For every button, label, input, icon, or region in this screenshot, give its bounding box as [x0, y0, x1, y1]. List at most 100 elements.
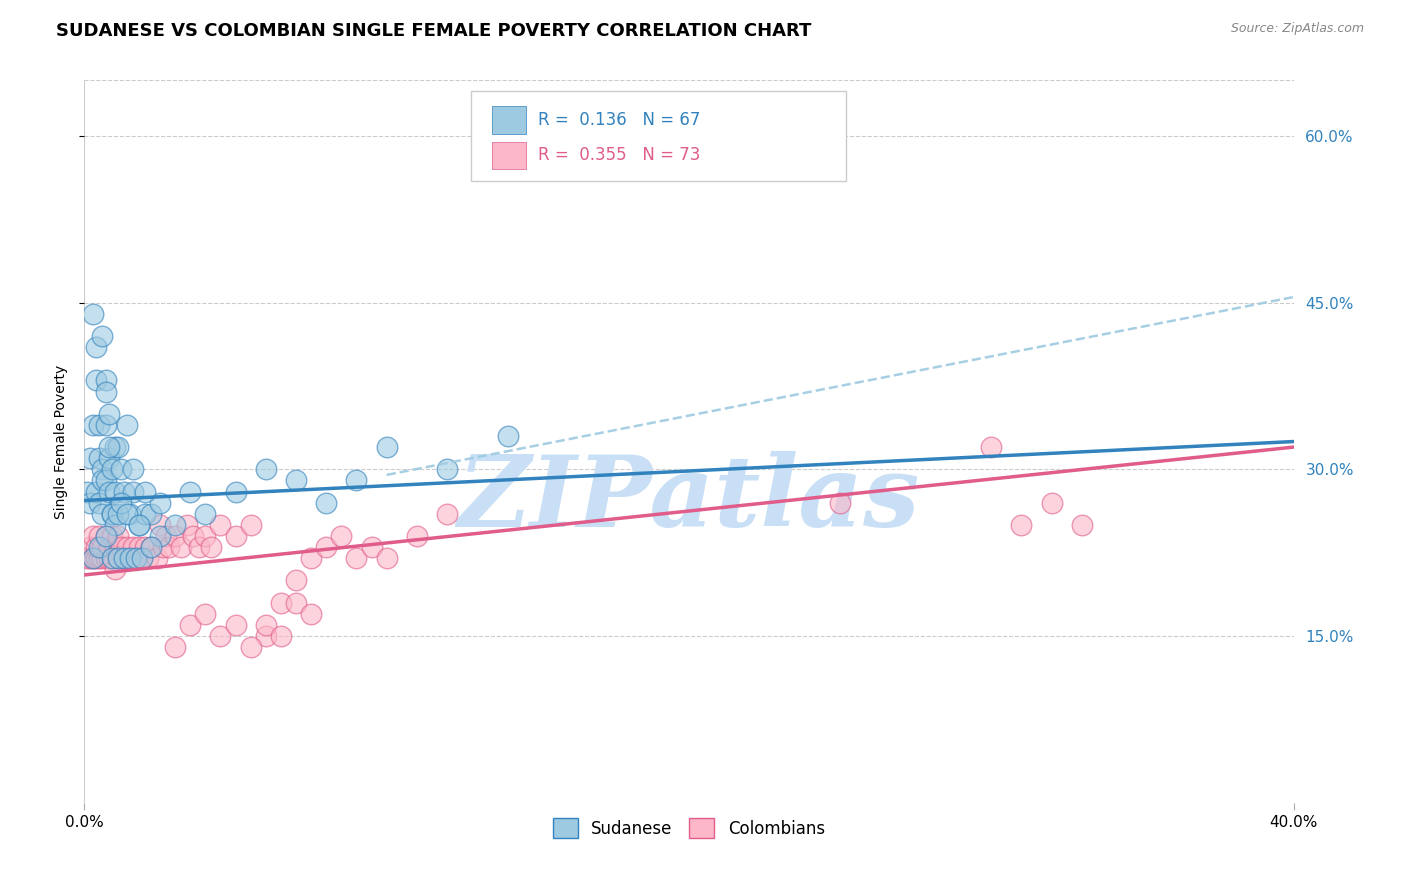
Point [149, 496, 172, 510]
Point [134, 540, 156, 554]
Point [436, 462, 458, 476]
Point [97, 451, 120, 466]
Point [118, 551, 141, 566]
Point [128, 540, 150, 554]
Text: SUDANESE VS COLOMBIAN SINGLE FEMALE POVERTY CORRELATION CHART: SUDANESE VS COLOMBIAN SINGLE FEMALE POVE… [56, 22, 811, 40]
Point [107, 529, 129, 543]
Text: R =  0.136   N = 67: R = 0.136 N = 67 [538, 111, 700, 129]
Point [112, 551, 135, 566]
Point [136, 551, 159, 566]
Point [330, 529, 353, 543]
Point [82, 307, 104, 321]
Point [118, 507, 141, 521]
Point [89, 529, 111, 543]
Point [121, 484, 143, 499]
Point [176, 517, 198, 532]
Point [97, 551, 120, 566]
Point [94, 384, 117, 399]
Point [149, 517, 172, 532]
Point [1040, 496, 1063, 510]
Point [115, 417, 138, 432]
Point [830, 496, 852, 510]
Point [91, 551, 114, 566]
Point [94, 417, 117, 432]
Point [94, 474, 117, 488]
Point [406, 529, 429, 543]
Point [209, 517, 232, 532]
Point [104, 440, 127, 454]
Point [139, 540, 162, 554]
Point [134, 507, 156, 521]
Point [254, 629, 277, 643]
Point [79, 451, 101, 466]
Point [104, 517, 127, 532]
Point [110, 540, 132, 554]
Point [100, 551, 122, 566]
Point [104, 562, 127, 576]
Point [270, 629, 292, 643]
Point [82, 417, 104, 432]
Point [125, 551, 148, 566]
Point [94, 551, 117, 566]
Point [86, 484, 108, 499]
Point [152, 540, 174, 554]
Point [89, 551, 111, 566]
Text: ZIPatlas: ZIPatlas [458, 451, 920, 548]
Point [110, 462, 132, 476]
Point [375, 551, 398, 566]
Point [225, 484, 247, 499]
Point [97, 484, 120, 499]
Point [86, 373, 108, 387]
Point [79, 540, 101, 554]
Point [285, 574, 308, 588]
Text: R =  0.355   N = 73: R = 0.355 N = 73 [538, 146, 700, 164]
Point [100, 551, 122, 566]
Point [315, 496, 337, 510]
Point [346, 551, 368, 566]
Point [254, 618, 277, 632]
Point [94, 529, 117, 543]
Point [239, 517, 262, 532]
Point [86, 340, 108, 354]
Point [107, 551, 129, 566]
Point [128, 517, 150, 532]
Point [299, 551, 322, 566]
Point [76, 551, 98, 566]
Point [980, 440, 1002, 454]
Point [225, 618, 247, 632]
Point [134, 484, 156, 499]
Point [91, 507, 114, 521]
Point [165, 517, 187, 532]
Point [100, 529, 122, 543]
FancyBboxPatch shape [492, 106, 526, 134]
FancyBboxPatch shape [471, 91, 846, 181]
Point [100, 462, 122, 476]
Point [89, 540, 111, 554]
Point [104, 484, 127, 499]
Point [139, 507, 162, 521]
Point [254, 462, 277, 476]
Point [97, 440, 120, 454]
Point [375, 440, 398, 454]
Point [285, 474, 308, 488]
Point [155, 529, 177, 543]
Point [165, 529, 187, 543]
Point [89, 417, 111, 432]
Point [496, 429, 519, 443]
Point [225, 529, 247, 543]
Point [79, 551, 101, 566]
Point [118, 551, 141, 566]
Point [115, 507, 138, 521]
Point [194, 607, 217, 621]
Point [86, 551, 108, 566]
Point [128, 517, 150, 532]
Point [125, 551, 148, 566]
Point [79, 496, 101, 510]
Point [97, 540, 120, 554]
Point [100, 507, 122, 521]
Point [104, 540, 127, 554]
Point [194, 507, 217, 521]
Point [170, 540, 193, 554]
Point [97, 407, 120, 421]
Point [89, 496, 111, 510]
